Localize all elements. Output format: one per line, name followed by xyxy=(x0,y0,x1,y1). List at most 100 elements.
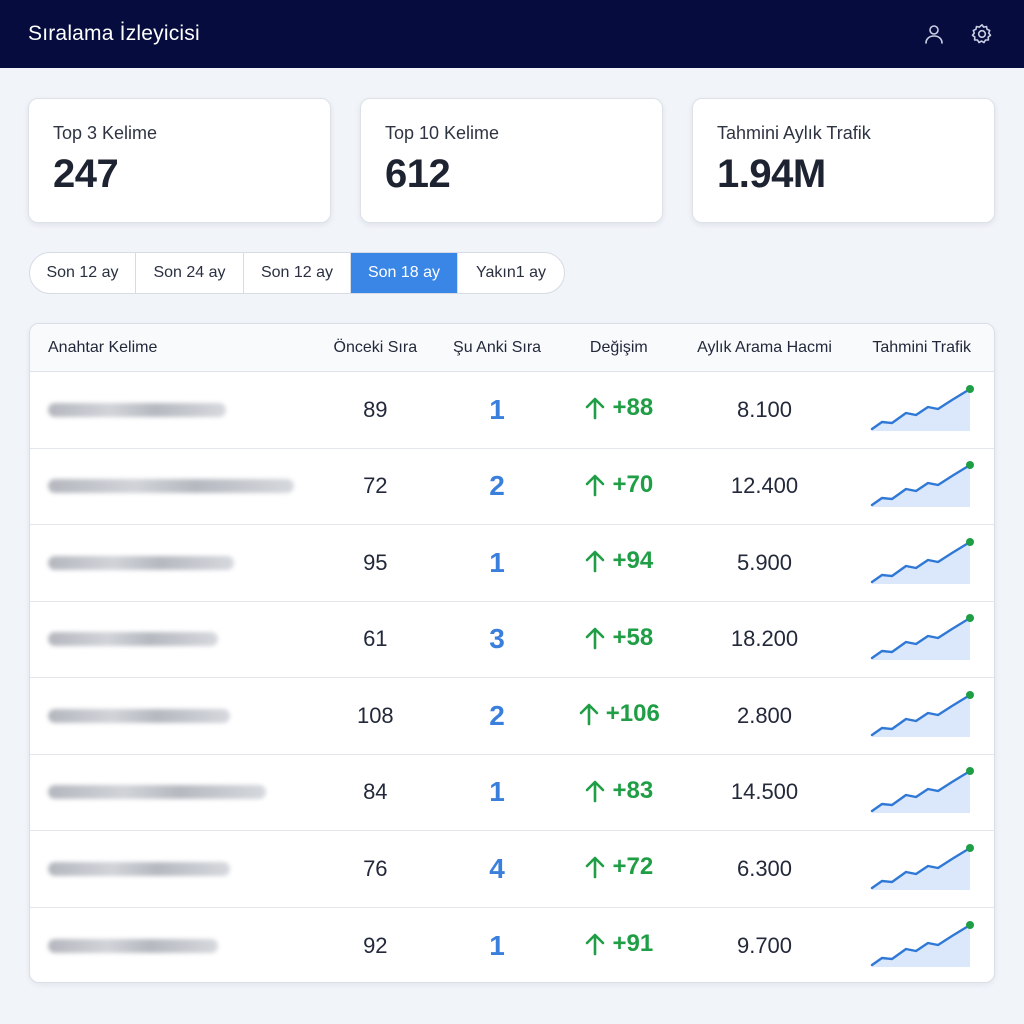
rank-change: +106 xyxy=(578,700,660,728)
current-rank: 1 xyxy=(489,776,505,808)
rank-change-value: +58 xyxy=(612,623,654,651)
stat-value: 1.94M xyxy=(717,152,826,196)
rank-change: +58 xyxy=(584,624,653,652)
table-row[interactable]: 95 1 +94 5.900 xyxy=(30,525,994,602)
traffic-cell xyxy=(849,690,994,741)
previous-rank: 76 xyxy=(363,855,388,881)
table-row[interactable]: 89 1 +88 8.100 xyxy=(30,372,994,449)
user-icon[interactable] xyxy=(920,20,948,48)
keyword-cell xyxy=(30,555,314,570)
rank-change: +72 xyxy=(584,853,653,881)
rank-change: +70 xyxy=(584,471,653,499)
rank-change-cell: +91 xyxy=(558,930,680,961)
stat-label: Top 3 Kelime xyxy=(53,123,158,143)
rank-change-value: +94 xyxy=(612,547,654,575)
keyword-cell xyxy=(30,861,314,876)
rank-change-value: +72 xyxy=(612,853,654,881)
previous-rank: 92 xyxy=(363,932,388,958)
previous-rank: 72 xyxy=(363,473,388,499)
range-tab[interactable]: Son 12 ay xyxy=(244,253,351,293)
table-header: Anahtar Kelime Önceki Sıra Şu Anki Sıra … xyxy=(30,324,994,372)
table-row[interactable]: 61 3 +58 18.200 xyxy=(30,602,994,678)
stat-cards: Top 3 Kelime 247 Top 10 Kelime 612 Tahmi… xyxy=(28,98,996,223)
traffic-sparkline xyxy=(870,614,974,661)
stat-card-traffic: Tahmini Aylık Trafik 1.94M xyxy=(692,98,995,223)
current-rank: 2 xyxy=(489,470,505,502)
keyword-cell xyxy=(30,402,314,417)
current-rank: 2 xyxy=(489,699,505,731)
stat-label: Top 10 Kelime xyxy=(385,123,500,143)
arrow-up-icon xyxy=(586,550,605,573)
arrow-up-icon xyxy=(586,397,605,420)
current-rank: 1 xyxy=(489,546,505,578)
arrow-up-icon xyxy=(586,780,605,803)
column-header-current-rank[interactable]: Şu Anki Sıra xyxy=(453,338,542,356)
table-row[interactable]: 76 4 +72 6.300 xyxy=(30,831,994,908)
column-header-keyword[interactable]: Anahtar Kelime xyxy=(48,338,158,356)
search-volume: 8.100 xyxy=(736,396,793,422)
current-rank: 3 xyxy=(489,623,505,655)
rank-change-cell: +88 xyxy=(558,394,680,425)
traffic-sparkline xyxy=(870,384,974,431)
traffic-sparkline xyxy=(870,690,974,737)
table-row[interactable]: 108 2 +106 2.800 xyxy=(30,678,994,755)
arrow-up-icon xyxy=(586,627,605,650)
rank-change: +88 xyxy=(584,394,653,422)
previous-rank: 89 xyxy=(363,396,388,422)
traffic-sparkline xyxy=(870,920,974,967)
arrow-up-icon xyxy=(586,474,605,497)
column-header-search-volume[interactable]: Aylık Arama Hacmi xyxy=(697,338,832,356)
range-tab[interactable]: Son 24 ay xyxy=(136,253,244,293)
rank-change-cell: +70 xyxy=(558,471,680,502)
top-actions xyxy=(920,20,996,48)
date-range-tabs: Son 12 ay Son 24 ay Son 12 ay Son 18 ay … xyxy=(29,252,565,294)
search-volume: 18.200 xyxy=(730,626,799,652)
traffic-sparkline xyxy=(870,843,974,890)
rank-change-value: +106 xyxy=(605,700,660,728)
stat-card-top3: Top 3 Kelime 247 xyxy=(28,98,331,223)
gear-icon[interactable] xyxy=(968,20,996,48)
traffic-cell xyxy=(849,843,994,894)
rank-change: +83 xyxy=(584,777,653,805)
rank-change-cell: +72 xyxy=(558,853,680,884)
rank-change: +94 xyxy=(584,547,653,575)
rank-change: +91 xyxy=(584,930,653,958)
search-volume: 9.700 xyxy=(736,932,793,958)
arrow-up-icon xyxy=(586,856,605,879)
table-row[interactable]: 72 2 +70 12.400 xyxy=(30,449,994,525)
previous-rank: 108 xyxy=(356,702,394,728)
redacted-keyword xyxy=(48,402,226,417)
arrow-up-icon xyxy=(586,933,605,956)
redacted-keyword xyxy=(48,785,266,800)
rank-change-value: +91 xyxy=(612,930,654,958)
column-header-change[interactable]: Değişim xyxy=(589,338,648,356)
traffic-cell xyxy=(849,614,994,664)
redacted-keyword xyxy=(48,938,218,953)
rank-change-value: +83 xyxy=(612,776,654,804)
previous-rank: 84 xyxy=(363,779,388,805)
previous-rank: 95 xyxy=(363,549,388,575)
redacted-keyword xyxy=(48,555,234,570)
rank-change-cell: +94 xyxy=(558,547,680,578)
search-volume: 6.300 xyxy=(736,855,793,881)
column-header-previous-rank[interactable]: Önceki Sıra xyxy=(333,338,418,356)
traffic-cell xyxy=(849,920,994,971)
search-volume: 14.500 xyxy=(730,779,799,805)
column-header-estimated-traffic[interactable]: Tahmini Trafik xyxy=(872,338,972,356)
range-tab-active[interactable]: Son 18 ay xyxy=(351,253,458,293)
keyword-cell xyxy=(30,708,314,723)
rank-change-cell: +58 xyxy=(558,624,680,655)
range-tab[interactable]: Son 12 ay xyxy=(30,253,136,293)
stat-value: 247 xyxy=(53,152,119,196)
range-tab[interactable]: Yakın1 ay xyxy=(476,264,546,281)
redacted-keyword xyxy=(48,632,218,647)
table-row[interactable]: 92 1 +91 9.700 xyxy=(30,908,994,983)
rank-change-cell: +106 xyxy=(558,700,680,731)
keyword-cell xyxy=(30,479,314,494)
app-title: Sıralama İzleyicisi xyxy=(28,22,200,45)
current-rank: 4 xyxy=(489,852,505,884)
redacted-keyword xyxy=(48,708,230,723)
current-rank: 1 xyxy=(489,929,505,961)
traffic-cell xyxy=(849,384,994,435)
table-row[interactable]: 84 1 +83 14.500 xyxy=(30,755,994,831)
